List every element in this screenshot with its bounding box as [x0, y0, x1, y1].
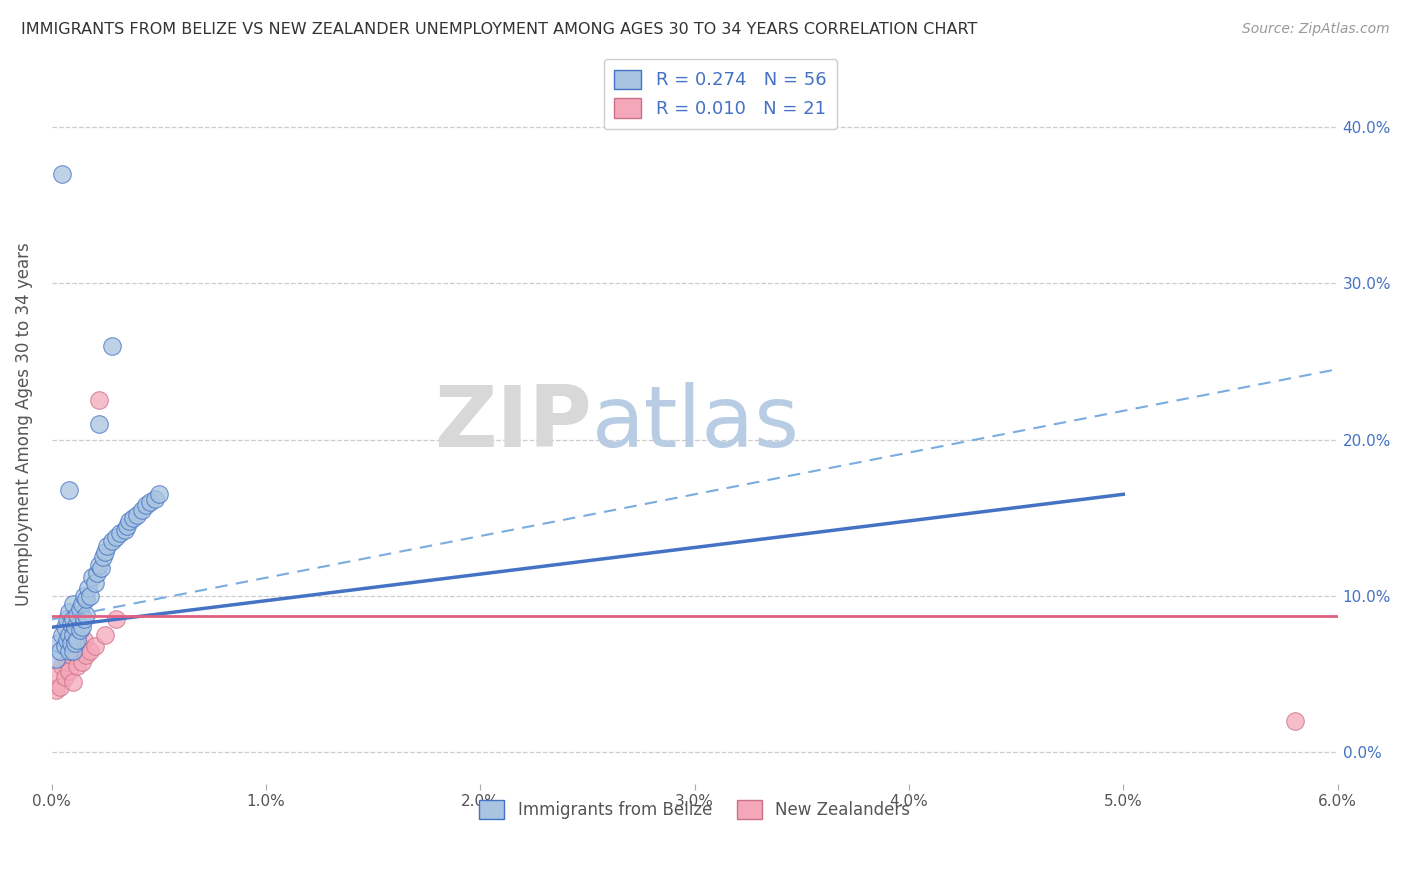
Point — [86, 566, 108, 580]
Point — [58, 628, 80, 642]
Point — [148, 487, 170, 501]
Point — [100, 339, 122, 353]
Point — [55, 655, 77, 669]
Point — [75, 648, 97, 663]
Point — [127, 508, 149, 522]
Point — [87, 417, 110, 431]
Point — [143, 491, 166, 506]
Y-axis label: Unemployment Among Ages 30 to 34 years: Unemployment Among Ages 30 to 34 years — [15, 242, 32, 606]
Point — [58, 644, 80, 658]
Point — [66, 632, 89, 647]
Point — [73, 632, 96, 647]
Point — [110, 526, 132, 541]
Point — [45, 651, 67, 665]
Point — [77, 581, 100, 595]
Point — [100, 534, 122, 549]
Point — [60, 617, 83, 632]
Legend: Immigrants from Belize, New Zealanders: Immigrants from Belize, New Zealanders — [472, 794, 917, 826]
Point — [79, 644, 101, 658]
Point — [51, 167, 73, 181]
Point — [94, 628, 117, 642]
Point — [55, 612, 77, 626]
Point — [53, 670, 76, 684]
Point — [46, 636, 69, 650]
Point — [58, 664, 80, 678]
Point — [49, 644, 72, 658]
Point — [118, 514, 141, 528]
Point — [65, 644, 87, 658]
Text: Source: ZipAtlas.com: Source: ZipAtlas.com — [1241, 22, 1389, 37]
Point — [75, 607, 97, 622]
Point — [46, 667, 69, 681]
Point — [114, 523, 136, 537]
Point — [139, 495, 162, 509]
Point — [96, 539, 118, 553]
Point — [82, 570, 104, 584]
Point — [58, 605, 80, 619]
Point — [87, 558, 110, 572]
Point — [91, 549, 114, 564]
Point — [105, 530, 128, 544]
Point — [1284, 714, 1306, 728]
Point — [65, 620, 87, 634]
Point — [69, 624, 91, 638]
Point — [65, 636, 87, 650]
Text: ZIP: ZIP — [434, 383, 592, 466]
Point — [66, 607, 89, 622]
Point — [51, 659, 73, 673]
Point — [62, 597, 84, 611]
Point — [83, 639, 105, 653]
Point — [51, 628, 73, 642]
Point — [73, 589, 96, 603]
Point — [69, 601, 91, 615]
Point — [69, 639, 91, 653]
Point — [87, 393, 110, 408]
Point — [79, 589, 101, 603]
Point — [60, 648, 83, 663]
Text: IMMIGRANTS FROM BELIZE VS NEW ZEALANDER UNEMPLOYMENT AMONG AGES 30 TO 34 YEARS C: IMMIGRANTS FROM BELIZE VS NEW ZEALANDER … — [21, 22, 977, 37]
Point — [94, 545, 117, 559]
Point — [62, 612, 84, 626]
Point — [45, 682, 67, 697]
Point — [58, 483, 80, 497]
Point — [131, 503, 153, 517]
Point — [55, 632, 77, 647]
Point — [90, 561, 112, 575]
Point — [53, 620, 76, 634]
Point — [62, 644, 84, 658]
Point — [66, 659, 89, 673]
Point — [135, 498, 157, 512]
Point — [73, 612, 96, 626]
Point — [62, 675, 84, 690]
Text: atlas: atlas — [592, 383, 800, 466]
Point — [60, 636, 83, 650]
Point — [70, 620, 93, 634]
Point — [49, 680, 72, 694]
Point — [122, 510, 145, 524]
Point — [115, 518, 138, 533]
Point — [62, 628, 84, 642]
Point — [70, 597, 93, 611]
Point — [75, 592, 97, 607]
Point — [105, 612, 128, 626]
Point — [53, 639, 76, 653]
Point — [83, 576, 105, 591]
Point — [70, 655, 93, 669]
